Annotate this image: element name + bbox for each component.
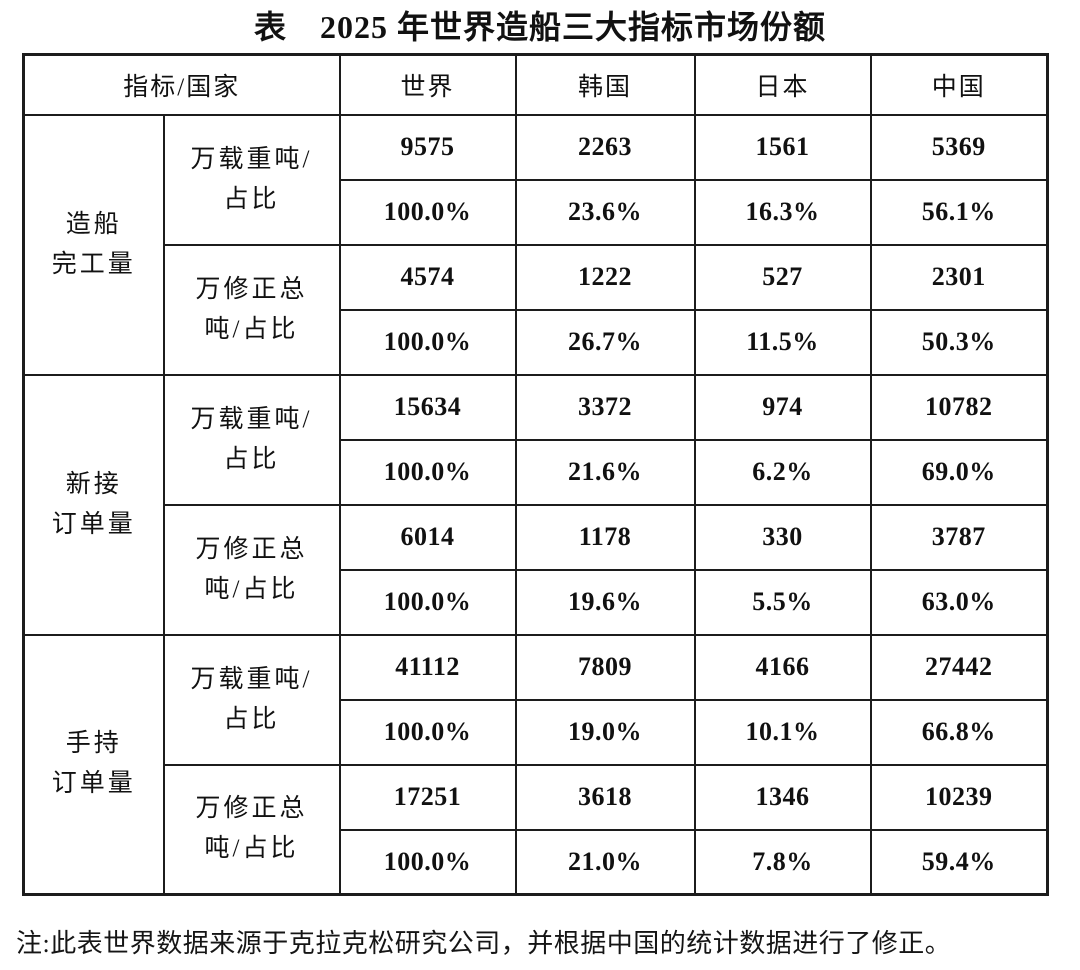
cell-value: 3618 bbox=[514, 763, 696, 831]
cell-value: 4574 bbox=[338, 243, 517, 311]
cell-value: 1561 bbox=[693, 113, 872, 181]
header-col-world: 世界 bbox=[338, 53, 517, 116]
cell-value: 3372 bbox=[514, 373, 696, 441]
cell-share: 7.8% bbox=[693, 828, 872, 896]
cell-value: 4166 bbox=[693, 633, 872, 701]
cell-value: 27442 bbox=[869, 633, 1049, 701]
cell-share: 100.0% bbox=[338, 308, 517, 376]
table-row: 手持 订单量 万载重吨/ 占比 41112 7809 4166 27442 bbox=[22, 633, 1049, 896]
cell-value: 10782 bbox=[869, 373, 1049, 441]
subrow-label-cgt: 万修正总 吨/占比 bbox=[162, 243, 341, 376]
cell-value: 330 bbox=[693, 503, 872, 571]
cell-value: 41112 bbox=[338, 633, 517, 701]
cell-value: 7809 bbox=[514, 633, 696, 701]
table-row: 100.0% 21.6% 6.2% 69.0% bbox=[24, 438, 1049, 506]
group-label-new-orders: 新接 订单量 bbox=[22, 373, 165, 636]
header-col-china: 中国 bbox=[869, 53, 1049, 116]
cell-share: 66.8% bbox=[869, 698, 1049, 766]
subrow-label-dwt: 万载重吨/ 占比 bbox=[162, 373, 341, 506]
subrow-label-cgt: 万修正总 吨/占比 bbox=[162, 763, 341, 896]
table-row: 100.0% 19.6% 5.5% 63.0% bbox=[24, 568, 1049, 636]
cell-share: 100.0% bbox=[338, 698, 517, 766]
group-label-order-backlog: 手持 订单量 bbox=[22, 633, 165, 896]
cell-share: 21.6% bbox=[514, 438, 696, 506]
cell-share: 10.1% bbox=[693, 698, 872, 766]
header-col-korea: 韩国 bbox=[514, 53, 696, 116]
cell-value: 15634 bbox=[338, 373, 517, 441]
cell-share: 23.6% bbox=[514, 178, 696, 246]
cell-share: 21.0% bbox=[514, 828, 696, 896]
header-col-japan: 日本 bbox=[693, 53, 872, 116]
cell-share: 56.1% bbox=[869, 178, 1049, 246]
cell-share: 19.6% bbox=[514, 568, 696, 636]
cell-share: 5.5% bbox=[693, 568, 872, 636]
cell-share: 63.0% bbox=[869, 568, 1049, 636]
table-row: 造船 完工量 万载重吨/ 占比 9575 2263 1561 5369 bbox=[22, 113, 1049, 376]
cell-share: 50.3% bbox=[869, 308, 1049, 376]
footnote: 注:此表世界数据来源于克拉克松研究公司，并根据中国的统计数据进行了修正。 bbox=[16, 929, 952, 958]
table-row: 100.0% 19.0% 10.1% 66.8% bbox=[24, 698, 1049, 766]
table-row: 新接 订单量 万载重吨/ 占比 15634 3372 974 10782 bbox=[22, 373, 1049, 636]
table-row: 万修正总 吨/占比 17251 3618 1346 10239 bbox=[24, 763, 1049, 896]
subrow-label-dwt: 万载重吨/ 占比 bbox=[162, 113, 341, 246]
cell-value: 2301 bbox=[869, 243, 1049, 311]
cell-share: 6.2% bbox=[693, 438, 872, 506]
cell-value: 974 bbox=[693, 373, 872, 441]
cell-share: 100.0% bbox=[338, 438, 517, 506]
cell-share: 11.5% bbox=[693, 308, 872, 376]
cell-value: 6014 bbox=[338, 503, 517, 571]
header-indicator-country: 指标/国家 bbox=[22, 53, 341, 116]
cell-value: 527 bbox=[693, 243, 872, 311]
table-row: 100.0% 23.6% 16.3% 56.1% bbox=[24, 178, 1049, 246]
cell-share: 26.7% bbox=[514, 308, 696, 376]
cell-share: 100.0% bbox=[338, 828, 517, 896]
cell-share: 100.0% bbox=[338, 568, 517, 636]
group-label-completions: 造船 完工量 bbox=[22, 113, 165, 376]
table-header-row: 指标/国家 世界 韩国 日本 中国 bbox=[22, 53, 1049, 116]
table-title: 表 2025 年世界造船三大指标市场份额 bbox=[253, 9, 826, 45]
cell-value: 1178 bbox=[514, 503, 696, 571]
cell-value: 17251 bbox=[338, 763, 517, 831]
cell-value: 1346 bbox=[693, 763, 872, 831]
table-row: 100.0% 21.0% 7.8% 59.4% bbox=[24, 828, 1049, 896]
table-row: 万修正总 吨/占比 4574 1222 527 2301 bbox=[24, 243, 1049, 376]
table-row: 100.0% 26.7% 11.5% 50.3% bbox=[24, 308, 1049, 376]
subrow-label-dwt: 万载重吨/ 占比 bbox=[162, 633, 341, 766]
subrow-label-cgt: 万修正总 吨/占比 bbox=[162, 503, 341, 636]
cell-value: 10239 bbox=[869, 763, 1049, 831]
cell-share: 69.0% bbox=[869, 438, 1049, 506]
cell-value: 3787 bbox=[869, 503, 1049, 571]
cell-share: 100.0% bbox=[338, 178, 517, 246]
cell-share: 19.0% bbox=[514, 698, 696, 766]
cell-share: 59.4% bbox=[869, 828, 1049, 896]
cell-value: 2263 bbox=[514, 113, 696, 181]
cell-value: 9575 bbox=[338, 113, 517, 181]
cell-share: 16.3% bbox=[693, 178, 872, 246]
market-share-table: 指标/国家 世界 韩国 日本 中国 造船 完工量 万载重吨/ 占比 9575 2… bbox=[22, 53, 1050, 896]
table-row: 万修正总 吨/占比 6014 1178 330 3787 bbox=[24, 503, 1049, 636]
cell-value: 5369 bbox=[869, 113, 1049, 181]
cell-value: 1222 bbox=[514, 243, 696, 311]
